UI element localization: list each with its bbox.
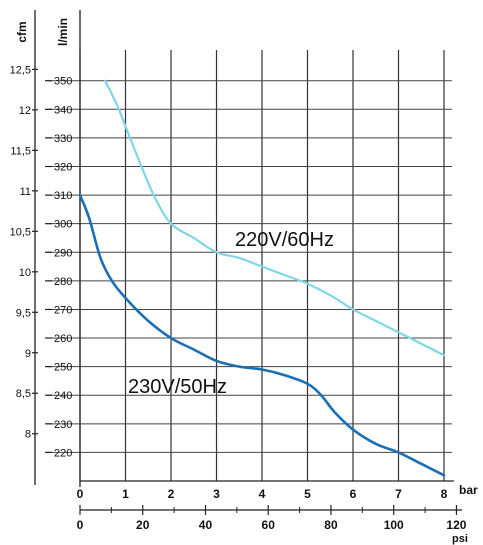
psi-tick-label: 80 [324, 518, 338, 532]
bar-tick-label: 6 [350, 487, 357, 501]
cfm-tick-label: 12,5 [10, 64, 31, 76]
lmin-tick-label: 270 [54, 304, 72, 316]
psi-axis-label: psi [452, 533, 468, 545]
lmin-axis-label: l/min [56, 18, 70, 46]
lmin-tick-label: 340 [54, 104, 72, 116]
lmin-tick-label: 300 [54, 219, 72, 231]
lmin-tick-label: 220 [54, 447, 72, 459]
cfm-tick-label: 10 [19, 267, 31, 279]
bar-tick-label: 4 [259, 487, 266, 501]
bar-tick-label: 1 [122, 487, 129, 501]
cfm-tick-label: 11 [20, 186, 31, 198]
bar-tick-label: 8 [441, 487, 448, 501]
bar-tick-label: 5 [304, 487, 311, 501]
cfm-tick-label: 8,5 [16, 388, 31, 400]
lmin-tick-label: 250 [54, 362, 72, 374]
cfm-tick-label: 10,5 [10, 226, 31, 238]
grid [47, 50, 452, 481]
psi-tick-label: 40 [199, 518, 213, 532]
cfm-tick-label: 9,5 [16, 307, 31, 319]
series-group [78, 79, 446, 477]
axes: 12,51211,51110,5109,598,5835034033032031… [10, 10, 467, 532]
bar-tick-label: 0 [77, 487, 84, 501]
lmin-tick-label: 330 [54, 133, 72, 145]
cfm-tick-label: 8 [25, 429, 31, 441]
lmin-tick-label: 320 [54, 161, 72, 173]
bar-tick-label: 3 [213, 487, 220, 501]
lmin-tick-label: 350 [54, 76, 72, 88]
bar-axis-label: bar [459, 483, 478, 497]
psi-tick-label: 120 [446, 518, 466, 532]
cfm-tick-label: 9 [25, 348, 31, 360]
psi-tick-label: 100 [384, 518, 404, 532]
lmin-tick-label: 290 [54, 247, 72, 259]
cfm-axis-label: cfm [15, 21, 29, 42]
series-line-1 [78, 193, 446, 477]
lmin-tick-label: 280 [54, 276, 72, 288]
lmin-tick-label: 240 [54, 390, 72, 402]
lmin-tick-label: 230 [54, 419, 72, 431]
bar-tick-label: 2 [168, 487, 175, 501]
bar-tick-label: 7 [395, 487, 402, 501]
lmin-tick-label: 310 [54, 190, 72, 202]
series-label-230v: 230V/50Hz [128, 376, 227, 398]
cfm-tick-label: 11,5 [10, 145, 31, 157]
psi-tick-label: 20 [136, 518, 150, 532]
psi-tick-label: 0 [77, 518, 84, 532]
lmin-tick-label: 260 [54, 333, 72, 345]
series-label-220v: 220V/60Hz [235, 229, 334, 251]
psi-tick-label: 60 [262, 518, 276, 532]
cfm-tick-label: 12 [19, 105, 31, 117]
series-line-0 [103, 79, 446, 357]
labels: cfm l/min bar psi 220V/60Hz 230V/50Hz [15, 18, 478, 545]
